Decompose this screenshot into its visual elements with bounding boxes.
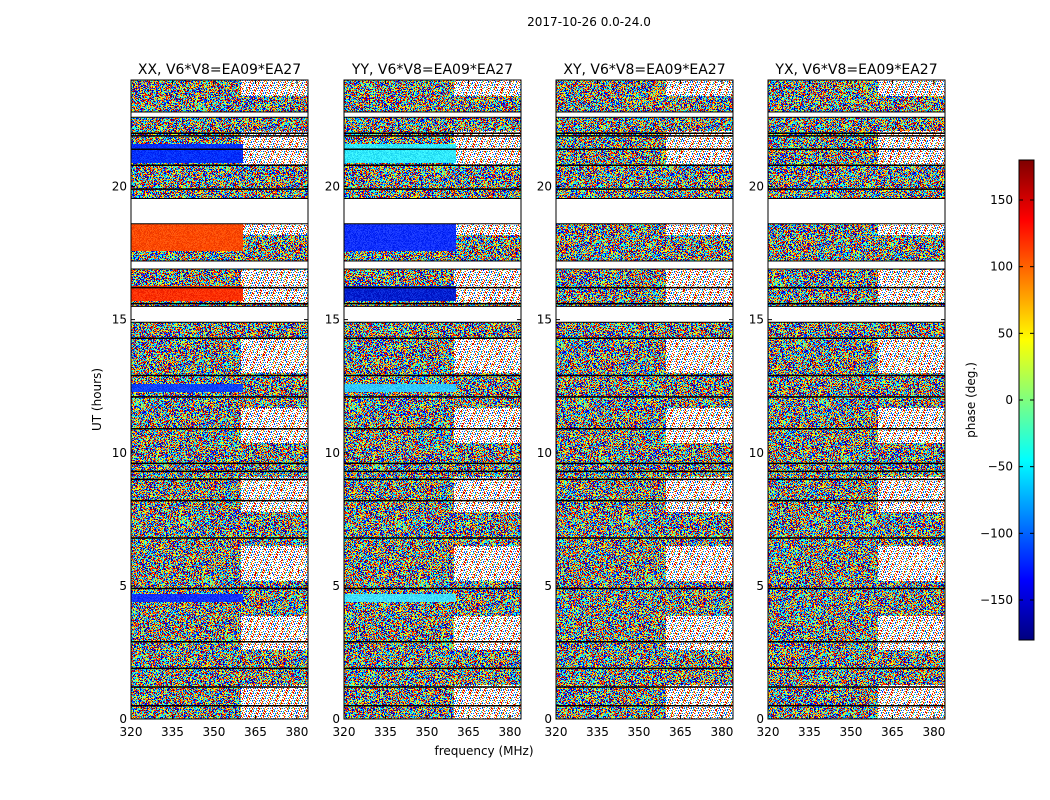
x-tick-label: 320 xyxy=(545,725,568,739)
no-data-gap xyxy=(131,111,308,118)
y-tick-label: 5 xyxy=(756,579,764,593)
panel-title: XY, V6*V8=EA09*EA27 xyxy=(563,62,725,78)
x-tick-label: 320 xyxy=(333,725,356,739)
y-tick-label: 20 xyxy=(325,180,340,194)
y-tick-label: 20 xyxy=(112,180,127,194)
y-tick-label: 5 xyxy=(332,579,340,593)
y-tick-label: 20 xyxy=(537,180,552,194)
y-tick-label: 5 xyxy=(119,579,127,593)
no-data-gap xyxy=(131,198,308,224)
no-data-gap xyxy=(131,306,308,323)
x-tick-label: 335 xyxy=(586,725,609,739)
colorbar-tick-label: 50 xyxy=(998,326,1013,340)
colorbar: −150 −100 −50 0 50 100 150 phase (deg.) xyxy=(964,159,1035,641)
x-tick-label: 380 xyxy=(710,725,733,739)
panel-title: YX, V6*V8=EA09*EA27 xyxy=(774,62,937,78)
x-tick-label: 350 xyxy=(628,725,651,739)
no-data-gap xyxy=(344,306,521,323)
no-data-gap xyxy=(344,111,521,118)
x-tick-label: 380 xyxy=(285,725,308,739)
y-tick-label: 5 xyxy=(544,579,552,593)
y-tick-label: 0 xyxy=(544,712,552,726)
x-tick-label: 335 xyxy=(798,725,821,739)
axes-frame xyxy=(555,79,734,720)
y-tick-label: 10 xyxy=(537,446,552,460)
colorbar-tick-label: −100 xyxy=(980,526,1013,540)
no-data-gap xyxy=(131,261,308,270)
no-data-gap xyxy=(556,261,733,270)
panel-4: YX, V6*V8=EA09*EA27 320 335 350 365 380 0 5 10 15… xyxy=(749,62,946,739)
panel-1: XX, V6*V8=EA09*EA27 320 335 350 365 380 0 5 10 15… xyxy=(90,62,309,739)
no-data-gap xyxy=(556,306,733,323)
x-tick-label: 365 xyxy=(881,725,904,739)
y-tick-label: 20 xyxy=(749,180,764,194)
y-tick-label: 10 xyxy=(325,446,340,460)
panels: XX, V6*V8=EA09*EA27 320 335 350 365 380 0 5 10 15… xyxy=(90,62,946,758)
x-tick-label: 365 xyxy=(669,725,692,739)
figure-suptitle: 2017-10-26 0.0-24.0 xyxy=(527,15,651,29)
axes-frame xyxy=(130,79,309,720)
colorbar-tick-label: 150 xyxy=(990,193,1013,207)
x-tick-label: 380 xyxy=(922,725,945,739)
no-data-gap xyxy=(768,198,945,224)
y-tick-label: 10 xyxy=(112,446,127,460)
y-tick-label: 0 xyxy=(332,712,340,726)
y-tick-label: 0 xyxy=(119,712,127,726)
y-tick-label: 15 xyxy=(537,313,552,327)
x-tick-label: 335 xyxy=(374,725,397,739)
no-data-gap xyxy=(556,198,733,224)
phase-heatmap xyxy=(556,80,733,719)
no-data-gap xyxy=(768,261,945,270)
no-data-gap xyxy=(344,261,521,270)
panel-title: XX, V6*V8=EA09*EA27 xyxy=(138,62,301,78)
colorbar-tick-label: 0 xyxy=(1005,393,1013,407)
axes-frame xyxy=(767,79,946,720)
no-data-gap xyxy=(768,111,945,118)
panel-title: YY, V6*V8=EA09*EA27 xyxy=(351,62,513,78)
no-data-gap xyxy=(768,306,945,323)
x-tick-label: 320 xyxy=(757,725,780,739)
y-tick-label: 10 xyxy=(749,446,764,460)
x-tick-label: 365 xyxy=(457,725,480,739)
x-tick-label: 380 xyxy=(498,725,521,739)
colorbar-label: phase (deg.) xyxy=(964,362,978,438)
colorbar-tick-label: 100 xyxy=(990,260,1013,274)
y-tick-label: 15 xyxy=(112,313,127,327)
x-axis-label: frequency (MHz) xyxy=(434,744,533,758)
x-tick-label: 350 xyxy=(416,725,439,739)
no-data-gap xyxy=(556,111,733,118)
phase-heatmap xyxy=(131,80,308,719)
x-tick-label: 335 xyxy=(161,725,184,739)
x-tick-label: 350 xyxy=(203,725,226,739)
no-data-gap xyxy=(344,198,521,224)
panel-2: YY, V6*V8=EA09*EA27 320 335 350 365 380 0 5 10 15… xyxy=(325,62,534,758)
phase-heatmap xyxy=(768,80,945,719)
colorbar-tick-label: −50 xyxy=(988,460,1013,474)
x-tick-label: 350 xyxy=(840,725,863,739)
y-tick-label: 15 xyxy=(325,313,340,327)
colorbar-tick-label: −150 xyxy=(980,593,1013,607)
y-tick-label: 0 xyxy=(756,712,764,726)
panel-3: XY, V6*V8=EA09*EA27 320 335 350 365 380 0 5 10 15… xyxy=(537,62,734,739)
x-tick-label: 320 xyxy=(120,725,143,739)
axes-frame xyxy=(343,79,522,720)
y-tick-label: 15 xyxy=(749,313,764,327)
x-tick-label: 365 xyxy=(244,725,267,739)
y-axis-label: UT (hours) xyxy=(90,368,104,431)
phase-heatmap xyxy=(344,80,521,719)
